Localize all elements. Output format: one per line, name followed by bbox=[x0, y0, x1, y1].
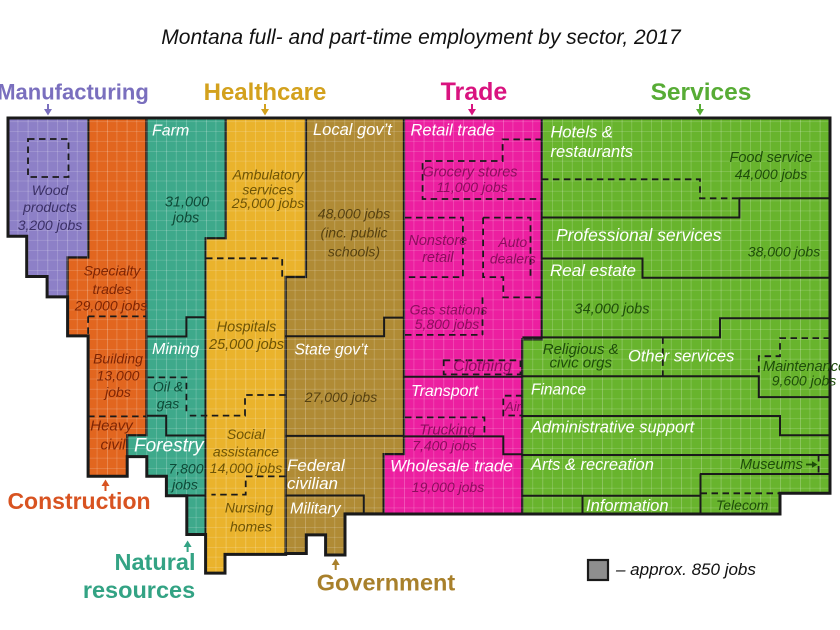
svg-text:dealers: dealers bbox=[490, 251, 536, 267]
svg-text:Healthcare: Healthcare bbox=[204, 79, 327, 106]
svg-text:48,000 jobs: 48,000 jobs bbox=[318, 206, 390, 222]
svg-text:25,000 jobs: 25,000 jobs bbox=[208, 337, 284, 353]
svg-text:Ambulatory: Ambulatory bbox=[232, 167, 305, 183]
svg-text:7,400 jobs: 7,400 jobs bbox=[412, 438, 477, 454]
svg-text:31,000: 31,000 bbox=[165, 195, 209, 211]
svg-text:Services: Services bbox=[651, 79, 752, 106]
svg-text:25,000 jobs: 25,000 jobs bbox=[231, 195, 304, 211]
svg-text:Oil &: Oil & bbox=[153, 379, 183, 395]
svg-text:Information: Information bbox=[586, 497, 669, 515]
svg-text:Wood: Wood bbox=[32, 182, 70, 198]
svg-text:Natural: Natural bbox=[115, 549, 196, 575]
svg-text:Forestry: Forestry bbox=[134, 436, 205, 457]
svg-text:Maintenance: Maintenance bbox=[763, 359, 840, 375]
svg-text:Gas stations: Gas stations bbox=[410, 302, 488, 318]
svg-text:jobs: jobs bbox=[170, 477, 198, 493]
svg-text:homes: homes bbox=[230, 519, 272, 535]
svg-text:civil: civil bbox=[101, 437, 127, 454]
svg-text:Nursing: Nursing bbox=[225, 500, 273, 516]
svg-text:Government: Government bbox=[317, 570, 456, 596]
svg-text:assistance: assistance bbox=[213, 444, 279, 460]
svg-text:Trucking: Trucking bbox=[419, 422, 476, 439]
svg-text:Heavy: Heavy bbox=[90, 418, 134, 435]
svg-text:Air: Air bbox=[504, 399, 522, 414]
svg-text:Farm: Farm bbox=[152, 123, 189, 140]
svg-text:(inc. public: (inc. public bbox=[321, 225, 388, 241]
svg-text:11,000 jobs: 11,000 jobs bbox=[436, 179, 507, 195]
svg-text:Other services: Other services bbox=[628, 348, 734, 366]
svg-text:restaurants: restaurants bbox=[551, 143, 634, 161]
svg-text:trades: trades bbox=[93, 281, 132, 297]
svg-text:Clothing: Clothing bbox=[453, 358, 512, 375]
svg-text:schools): schools) bbox=[328, 244, 380, 260]
svg-text:5,800 jobs: 5,800 jobs bbox=[415, 316, 480, 332]
svg-text:resources: resources bbox=[83, 577, 195, 603]
svg-text:Nonstore: Nonstore bbox=[408, 233, 467, 249]
svg-text:19,000 jobs: 19,000 jobs bbox=[412, 479, 484, 495]
svg-text:3,200 jobs: 3,200 jobs bbox=[18, 217, 83, 233]
svg-text:Trade: Trade bbox=[441, 78, 508, 106]
svg-text:Grocery stores: Grocery stores bbox=[422, 165, 517, 181]
svg-text:Specialty: Specialty bbox=[84, 263, 142, 279]
svg-text:9,600 jobs: 9,600 jobs bbox=[772, 373, 837, 389]
svg-text:Hospitals: Hospitals bbox=[217, 320, 277, 336]
svg-text:Manufacturing: Manufacturing bbox=[0, 80, 149, 105]
svg-text:Building: Building bbox=[93, 351, 143, 367]
svg-text:Social: Social bbox=[227, 426, 266, 442]
svg-text:Mining: Mining bbox=[152, 341, 199, 358]
svg-text:7,800: 7,800 bbox=[168, 461, 203, 477]
svg-text:Religious &: Religious & bbox=[543, 341, 619, 358]
svg-text:Museums: Museums bbox=[740, 457, 803, 473]
svg-text:retail: retail bbox=[422, 250, 454, 266]
svg-text:Finance: Finance bbox=[531, 382, 587, 399]
svg-text:34,000 jobs: 34,000 jobs bbox=[575, 302, 650, 318]
svg-text:Auto: Auto bbox=[497, 234, 527, 250]
svg-text:Construction: Construction bbox=[7, 488, 150, 514]
svg-text:jobs: jobs bbox=[103, 384, 131, 400]
svg-text:29,000 jobs: 29,000 jobs bbox=[74, 298, 147, 314]
svg-text:Professional services: Professional services bbox=[556, 225, 722, 245]
svg-text:14,000 jobs: 14,000 jobs bbox=[210, 460, 282, 476]
svg-text:Food service: Food service bbox=[729, 150, 812, 166]
svg-text:Military: Military bbox=[290, 501, 342, 518]
svg-text:Real estate: Real estate bbox=[550, 261, 636, 280]
svg-text:27,000 jobs: 27,000 jobs bbox=[304, 389, 377, 405]
svg-text:44,000 jobs: 44,000 jobs bbox=[735, 166, 807, 182]
svg-text:Arts & recreation: Arts & recreation bbox=[530, 456, 654, 474]
svg-text:products: products bbox=[22, 199, 77, 215]
svg-text:Retail trade: Retail trade bbox=[411, 122, 495, 140]
svg-text:38,000 jobs: 38,000 jobs bbox=[748, 244, 820, 260]
svg-text:services: services bbox=[242, 181, 293, 197]
svg-text:Montana full- and part-time em: Montana full- and part-time employment b… bbox=[161, 26, 682, 49]
svg-text:Transport: Transport bbox=[411, 383, 479, 400]
svg-text:Local gov’t: Local gov’t bbox=[313, 121, 393, 139]
svg-text:13,000: 13,000 bbox=[97, 368, 140, 384]
svg-text:Wholesale trade: Wholesale trade bbox=[390, 457, 513, 476]
svg-text:– approx. 850 jobs: – approx. 850 jobs bbox=[615, 560, 756, 579]
svg-text:civilian: civilian bbox=[287, 474, 338, 493]
svg-text:Telecom: Telecom bbox=[716, 497, 769, 513]
svg-text:Hotels &: Hotels & bbox=[551, 124, 613, 142]
svg-text:Administrative support: Administrative support bbox=[530, 419, 696, 437]
svg-text:gas: gas bbox=[157, 396, 180, 412]
svg-text:jobs: jobs bbox=[171, 211, 200, 227]
svg-text:civic orgs: civic orgs bbox=[549, 355, 612, 372]
svg-text:State gov’t: State gov’t bbox=[295, 342, 369, 359]
svg-text:Federal: Federal bbox=[287, 456, 346, 475]
